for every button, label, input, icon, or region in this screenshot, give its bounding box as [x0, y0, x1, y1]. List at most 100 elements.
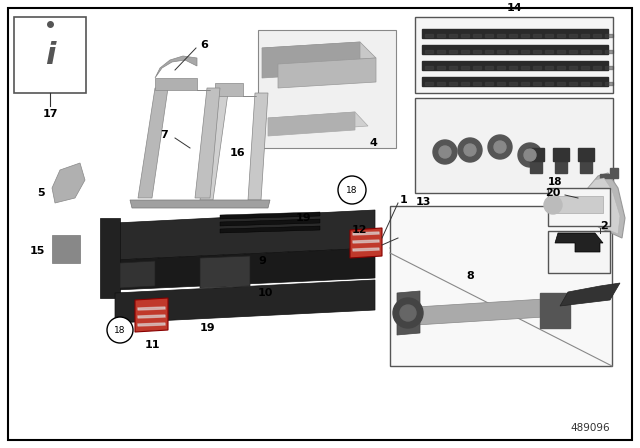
- Polygon shape: [195, 88, 220, 198]
- Bar: [258, 30, 396, 148]
- Polygon shape: [400, 298, 560, 326]
- Polygon shape: [449, 50, 457, 53]
- Text: 12: 12: [352, 225, 367, 235]
- Polygon shape: [262, 42, 376, 64]
- Polygon shape: [593, 50, 601, 53]
- Text: 489096: 489096: [570, 423, 610, 433]
- Polygon shape: [461, 50, 469, 53]
- Polygon shape: [437, 66, 445, 69]
- Polygon shape: [521, 82, 529, 85]
- Polygon shape: [268, 112, 368, 132]
- Polygon shape: [605, 34, 613, 37]
- Polygon shape: [422, 29, 608, 38]
- Polygon shape: [555, 158, 567, 173]
- Bar: [390, 206, 612, 366]
- Bar: [540, 293, 570, 328]
- Polygon shape: [593, 66, 601, 69]
- Text: 5: 5: [37, 188, 45, 198]
- Polygon shape: [220, 212, 320, 219]
- Polygon shape: [422, 45, 608, 54]
- Polygon shape: [100, 218, 120, 298]
- Text: 15: 15: [29, 246, 45, 256]
- Polygon shape: [485, 82, 493, 85]
- Text: i: i: [45, 40, 55, 69]
- Polygon shape: [497, 34, 505, 37]
- Circle shape: [488, 135, 512, 159]
- Polygon shape: [155, 78, 210, 90]
- Polygon shape: [553, 148, 569, 161]
- Polygon shape: [581, 50, 589, 53]
- Polygon shape: [497, 66, 505, 69]
- Polygon shape: [473, 66, 481, 69]
- Polygon shape: [115, 210, 375, 260]
- Text: 6: 6: [200, 40, 208, 50]
- Polygon shape: [569, 66, 577, 69]
- Circle shape: [464, 144, 476, 156]
- Polygon shape: [220, 219, 320, 226]
- Polygon shape: [569, 82, 577, 85]
- Polygon shape: [553, 196, 603, 213]
- Polygon shape: [485, 66, 493, 69]
- Circle shape: [338, 176, 366, 204]
- Polygon shape: [560, 283, 620, 306]
- Polygon shape: [555, 233, 603, 252]
- Text: 18: 18: [115, 326, 125, 335]
- Text: 10: 10: [258, 288, 273, 298]
- Polygon shape: [533, 82, 541, 85]
- Polygon shape: [135, 298, 168, 332]
- Polygon shape: [581, 66, 589, 69]
- Polygon shape: [521, 66, 529, 69]
- Polygon shape: [278, 58, 376, 88]
- Polygon shape: [138, 88, 168, 198]
- Polygon shape: [605, 66, 613, 69]
- Polygon shape: [557, 82, 565, 85]
- Polygon shape: [497, 50, 505, 53]
- Polygon shape: [262, 42, 360, 78]
- Polygon shape: [425, 82, 433, 85]
- Polygon shape: [569, 34, 577, 37]
- Text: 20: 20: [545, 188, 560, 198]
- Text: 19: 19: [296, 213, 312, 223]
- Polygon shape: [138, 307, 165, 310]
- Circle shape: [433, 140, 457, 164]
- Polygon shape: [353, 240, 379, 243]
- Text: 19: 19: [200, 323, 216, 333]
- Polygon shape: [422, 77, 608, 86]
- Polygon shape: [115, 248, 375, 290]
- Polygon shape: [557, 66, 565, 69]
- Bar: [415, 17, 613, 93]
- Bar: [548, 231, 610, 273]
- Polygon shape: [528, 148, 544, 161]
- Circle shape: [439, 146, 451, 158]
- Polygon shape: [545, 66, 553, 69]
- Polygon shape: [509, 50, 517, 53]
- Polygon shape: [545, 50, 553, 53]
- Polygon shape: [473, 50, 481, 53]
- Circle shape: [518, 143, 542, 167]
- Text: BMW: BMW: [230, 262, 250, 268]
- Polygon shape: [497, 82, 505, 85]
- Bar: [52, 235, 80, 263]
- Polygon shape: [138, 323, 165, 326]
- Polygon shape: [350, 228, 382, 258]
- Text: 18: 18: [548, 177, 563, 187]
- Polygon shape: [397, 291, 420, 335]
- Polygon shape: [425, 66, 433, 69]
- Polygon shape: [115, 280, 375, 323]
- Polygon shape: [581, 34, 589, 37]
- Polygon shape: [155, 56, 197, 78]
- Polygon shape: [120, 261, 155, 288]
- Text: 14: 14: [506, 3, 522, 13]
- Polygon shape: [473, 34, 481, 37]
- Polygon shape: [578, 173, 625, 238]
- Polygon shape: [593, 34, 601, 37]
- Polygon shape: [437, 82, 445, 85]
- Text: 4: 4: [370, 138, 378, 148]
- Polygon shape: [425, 34, 433, 37]
- Polygon shape: [200, 256, 250, 288]
- Polygon shape: [530, 158, 542, 173]
- Polygon shape: [437, 34, 445, 37]
- Polygon shape: [605, 50, 613, 53]
- Polygon shape: [509, 82, 517, 85]
- Polygon shape: [461, 82, 469, 85]
